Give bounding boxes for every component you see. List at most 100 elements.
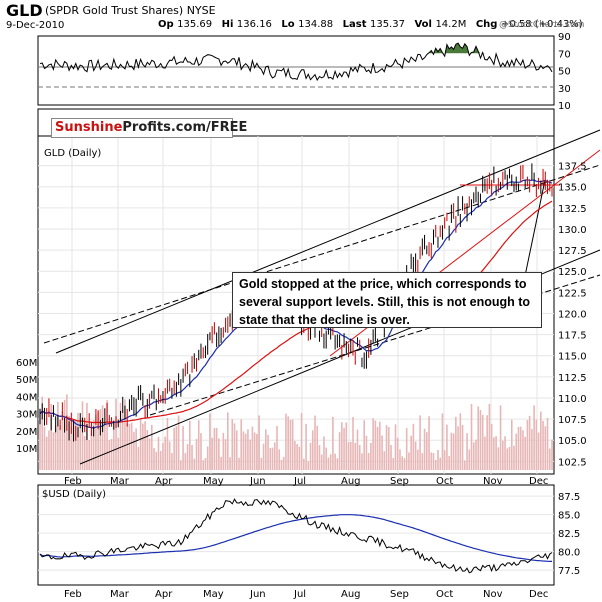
stockcharts-credit[interactable]: @StockCharts.com (499, 20, 585, 30)
price-month-label: Jun (249, 476, 266, 487)
volume-bar (54, 425, 57, 470)
usd-axis: 87.5 85.0 82.5 80.0 77.5 (558, 492, 580, 577)
volume-bar (265, 429, 267, 470)
volume-bar (126, 423, 128, 470)
volume-bar (358, 445, 361, 470)
volume-bar (490, 423, 493, 470)
volume-bar (524, 437, 526, 470)
volume-bar (128, 423, 131, 470)
volume-bar (466, 433, 468, 470)
volume-bar (247, 429, 249, 470)
volume-bar (240, 419, 243, 470)
volume-bar (472, 442, 475, 470)
volume-bar (146, 430, 149, 470)
price-tick-label: 107.5 (558, 415, 587, 426)
volume-bar (112, 421, 115, 470)
volume-bar (139, 417, 142, 470)
price-tick-label: 120.0 (558, 309, 587, 320)
price-tick-label: 122.5 (558, 288, 587, 299)
volume-bar (164, 436, 167, 470)
volume-bar (506, 448, 509, 470)
volume-bar (383, 451, 386, 470)
volume-bar (307, 461, 310, 470)
security-name: (SPDR Gold Trust Shares) NYSE (45, 4, 216, 17)
volume-bar (195, 438, 198, 470)
volume-bar (542, 420, 544, 470)
volume-bar (450, 432, 453, 470)
volume-bar (513, 445, 515, 470)
volume-bar (531, 429, 533, 470)
volume-bar (356, 429, 359, 470)
volume-bar (108, 440, 111, 470)
volume-bar (117, 437, 120, 470)
price-month-label: Jul (293, 476, 306, 487)
last-label: Last (342, 19, 367, 30)
volume-bar (481, 414, 484, 470)
brand-logo[interactable]: SunshineProfits.com/FREE (51, 118, 247, 138)
price-tick-label: 127.5 (558, 246, 587, 257)
volume-bar (262, 443, 265, 470)
volume-bar (193, 458, 196, 470)
volume-bar (334, 453, 336, 470)
volume-bar (320, 454, 323, 470)
volume-bar (526, 420, 529, 470)
volume-bar (260, 457, 263, 470)
volume-bar (417, 449, 419, 470)
usd-month-label: Feb (64, 589, 82, 600)
volume-bar (316, 425, 319, 470)
volume-bar (379, 421, 381, 470)
volume-bar (410, 435, 412, 470)
volume-bar (300, 412, 303, 470)
volume-bar (57, 401, 59, 470)
volume-bar (81, 401, 84, 470)
volume-bar (218, 438, 220, 470)
volume-bar (177, 415, 180, 470)
volume-tick-label: 30M (16, 410, 37, 421)
volume-bar (173, 427, 175, 470)
volume-bar (475, 439, 477, 470)
volume-bar (162, 443, 164, 470)
volume-bar (133, 431, 135, 470)
price-month-label: Nov (483, 476, 503, 487)
volume-bar (515, 433, 518, 470)
volume-bar (336, 458, 339, 470)
price-tick-label: 137.5 (558, 162, 587, 173)
volume-bar (124, 399, 126, 470)
volume-bar (135, 428, 137, 470)
volume-bar (376, 426, 379, 470)
volume-bar (419, 415, 421, 470)
rsi-tick-label: 90 (558, 32, 571, 43)
volume-bar (79, 429, 82, 470)
volume-bar (215, 427, 218, 470)
volume-bar (251, 426, 254, 470)
rsi-frame (37, 35, 555, 106)
volume-bar (63, 399, 66, 470)
volume-bar (528, 415, 531, 470)
volume-bar (104, 423, 106, 470)
volume-bar (291, 419, 294, 470)
volume-bar (329, 454, 332, 470)
volume-bar (423, 428, 426, 470)
volume-bar (267, 434, 269, 470)
usd-tick-label: 80.0 (558, 548, 580, 559)
rsi-tick-label: 10 (558, 101, 571, 112)
volume-bar (446, 424, 448, 470)
volume-bar (121, 410, 124, 470)
volume-bar (90, 426, 93, 470)
volume-bar (439, 457, 442, 470)
volume-bar (486, 415, 488, 470)
volume-bar (43, 427, 46, 470)
price-month-label: May (203, 476, 224, 487)
volume-bar (244, 433, 247, 470)
volume-bar (365, 435, 368, 470)
rsi-axis: 90 70 50 30 10 (558, 32, 571, 112)
volume-bar (425, 432, 428, 470)
price-gridlines (38, 136, 554, 474)
rsi-tick-label: 30 (558, 84, 571, 95)
usd-moving-average (39, 514, 552, 563)
volume-bar (387, 427, 390, 470)
usd-month-label: Jun (249, 589, 266, 600)
usd-month-label: Dec (529, 589, 548, 600)
volume-bar (99, 409, 102, 470)
volume-bar (363, 420, 365, 470)
